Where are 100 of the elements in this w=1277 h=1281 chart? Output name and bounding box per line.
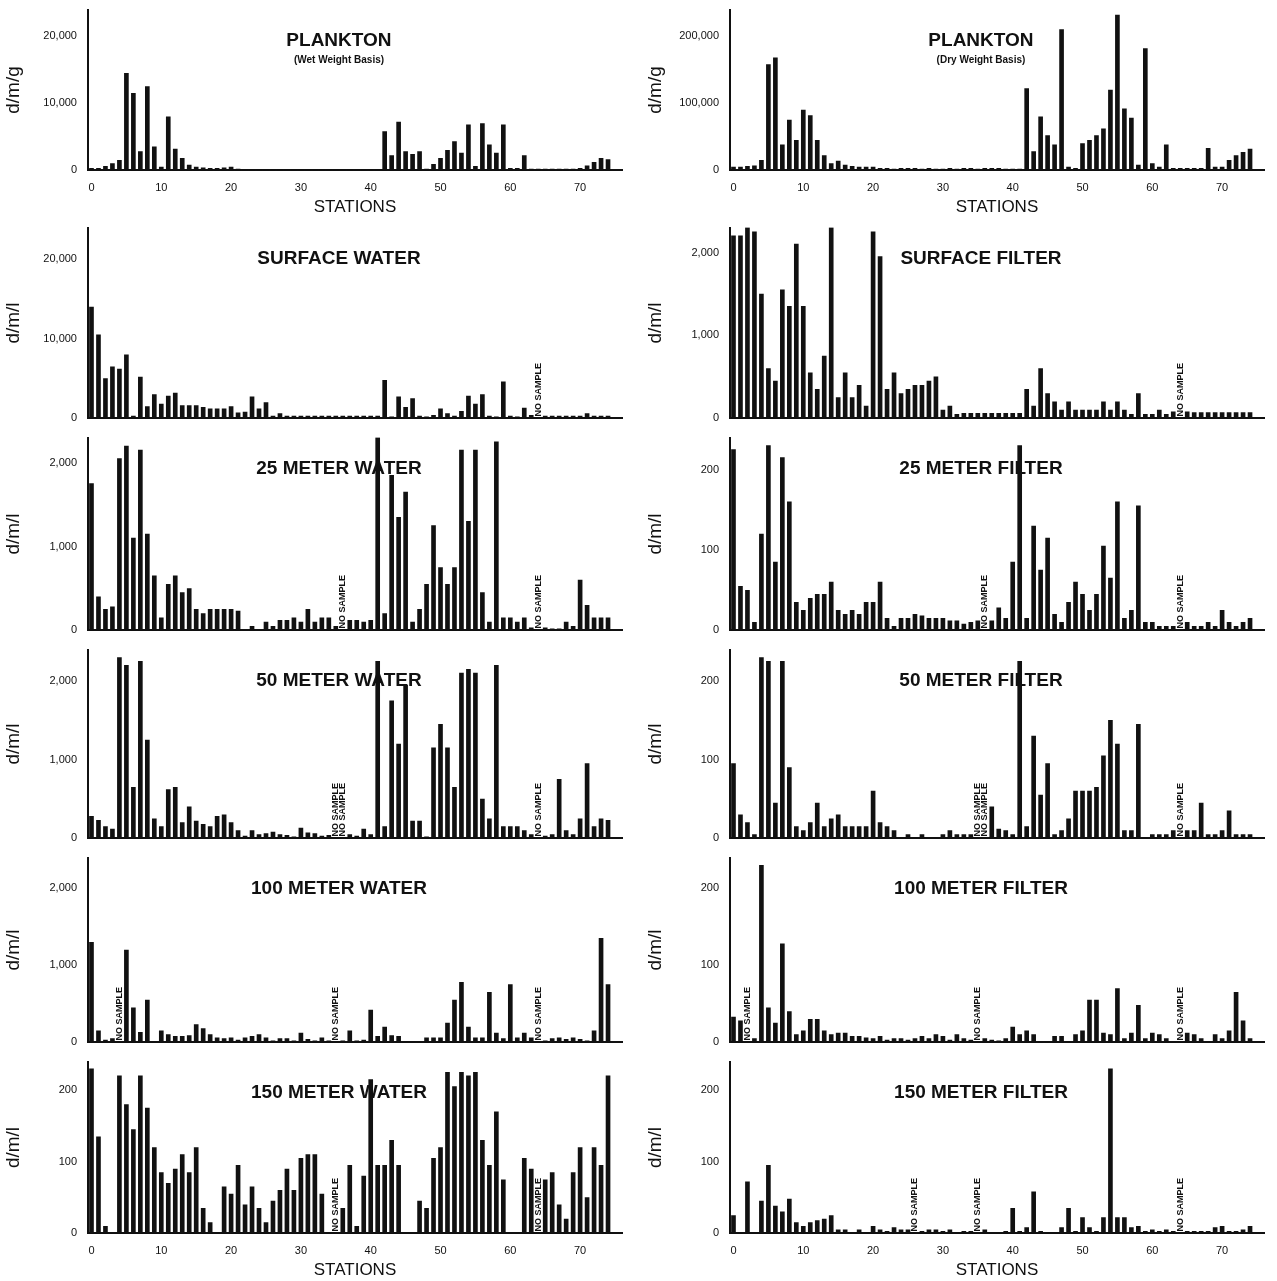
x-tick-label: 0 (730, 1244, 737, 1257)
text: (Wet Weight Basis) (293, 54, 385, 66)
annotation: NO SAMPLE (532, 1177, 543, 1232)
x-tick-label: 0 (88, 181, 95, 194)
annotation: NO SAMPLE (1174, 1177, 1185, 1232)
x-tick-label: 20 (866, 181, 880, 194)
y-axis-title: d/m/l (643, 513, 665, 555)
x-tick-label: 10 (797, 181, 810, 194)
x-tick-label: 50 (1076, 1244, 1089, 1257)
y-tick-label: 2,000 (49, 455, 77, 468)
x-tick-label: 70 (1215, 1244, 1229, 1257)
y-tick-label: 100,000 (679, 96, 719, 109)
annotation: NO SAMPLE (337, 574, 348, 629)
x-tick-label: 30 (294, 181, 308, 194)
y-axis-title: d/m/l (643, 929, 665, 971)
y-tick-label: 20,000 (43, 252, 77, 265)
annotation: NO SAMPLE (1174, 782, 1185, 837)
text: SURFACE WATER (257, 247, 421, 269)
x-tick-label: 60 (1146, 181, 1159, 194)
y-tick-label: 20,000 (43, 29, 77, 42)
annotation: NO SAMPLE (532, 782, 543, 837)
y-tick-label: 0 (70, 1226, 77, 1239)
y-tick-label: 0 (70, 623, 77, 636)
x-axis-title: STATIONS (313, 197, 397, 217)
x-tick-label: 70 (573, 1244, 587, 1257)
x-axis-title: STATIONS (955, 197, 1039, 217)
y-axis-title: d/m/g (643, 66, 665, 114)
y-tick-label: 0 (70, 831, 77, 844)
annotation: NO SAMPLE (972, 1177, 983, 1232)
y-tick-label: 0 (712, 411, 719, 424)
x-tick-label: 60 (504, 181, 517, 194)
y-tick-label: 100 (700, 543, 719, 556)
x-tick-label: 40 (1006, 181, 1019, 194)
y-tick-label: 0 (70, 1035, 77, 1048)
annotation: NO SAMPLE (979, 574, 990, 629)
y-axis-title: d/m/g (1, 66, 23, 114)
y-tick-label: 200 (700, 1083, 719, 1096)
x-tick-label: 20 (224, 181, 238, 194)
y-axis-title: d/m/l (1, 513, 23, 555)
text: PLANKTON (286, 29, 392, 51)
y-tick-label: 1,000 (49, 958, 77, 971)
x-tick-label: 10 (797, 1244, 810, 1257)
x-tick-label: 30 (294, 1244, 308, 1257)
y-axis-title: d/m/l (643, 723, 665, 765)
y-tick-label: 200 (700, 462, 719, 475)
x-tick-label: 20 (866, 1244, 880, 1257)
x-axis-title: STATIONS (313, 1260, 397, 1280)
x-axis-title: STATIONS (955, 1260, 1039, 1280)
y-tick-label: 0 (712, 163, 719, 176)
annotation: NO SAMPLE (741, 986, 752, 1041)
y-axis-title: d/m/l (1, 723, 23, 765)
y-tick-label: 10,000 (43, 96, 77, 109)
x-tick-label: 30 (936, 1244, 950, 1257)
y-tick-label: 100 (58, 1154, 77, 1167)
x-tick-label: 50 (434, 1244, 447, 1257)
annotation: NO SAMPLE (909, 1177, 920, 1232)
y-axis-title: d/m/l (643, 302, 665, 344)
x-tick-label: 10 (155, 1244, 168, 1257)
y-tick-label: 2,000 (691, 245, 719, 258)
annotation: NO SAMPLE (972, 986, 983, 1041)
y-tick-label: 200 (700, 881, 719, 894)
y-tick-label: 0 (712, 623, 719, 636)
text: (Dry Weight Basis) (936, 54, 1026, 66)
annotation: NO SAMPLE (337, 782, 348, 837)
x-tick-label: 60 (1146, 1244, 1159, 1257)
y-tick-label: 0 (70, 163, 77, 176)
annotation: NO SAMPLE (330, 986, 341, 1041)
x-tick-label: 40 (364, 181, 377, 194)
text: PLANKTON (928, 29, 1034, 51)
x-tick-label: 20 (224, 1244, 238, 1257)
y-tick-label: 1,000 (49, 539, 77, 552)
y-axis-title: d/m/l (1, 929, 23, 971)
y-tick-label: 0 (712, 831, 719, 844)
x-tick-label: 60 (504, 1244, 517, 1257)
text: 100 METER WATER (251, 877, 428, 899)
annotation: NO SAMPLE (1174, 362, 1185, 417)
annotation: NO SAMPLE (1174, 574, 1185, 629)
annotation: NO SAMPLE (979, 782, 990, 837)
y-tick-label: 1,000 (691, 328, 719, 341)
x-tick-label: 40 (364, 1244, 377, 1257)
text: 100 METER FILTER (894, 877, 1069, 899)
annotation: NO SAMPLE (532, 986, 543, 1041)
y-axis-title: d/m/l (1, 1126, 23, 1169)
y-tick-label: 100 (700, 752, 719, 765)
y-axis-title: d/m/l (643, 1126, 665, 1169)
x-tick-label: 70 (573, 181, 587, 194)
x-tick-label: 50 (1076, 181, 1089, 194)
annotation: NO SAMPLE (532, 574, 543, 629)
x-tick-label: 70 (1215, 181, 1229, 194)
x-tick-label: 0 (88, 1244, 95, 1257)
annotation: NO SAMPLE (113, 986, 124, 1041)
y-tick-label: 0 (712, 1226, 719, 1239)
y-tick-label: 2,000 (49, 674, 77, 687)
y-tick-label: 100 (700, 1154, 719, 1167)
y-axis-title: d/m/l (1, 302, 23, 344)
y-tick-label: 10,000 (43, 331, 77, 344)
y-tick-label: 2,000 (49, 881, 77, 894)
annotation: NO SAMPLE (330, 1177, 341, 1232)
y-tick-label: 200 (700, 674, 719, 687)
text: SURFACE FILTER (900, 247, 1062, 269)
